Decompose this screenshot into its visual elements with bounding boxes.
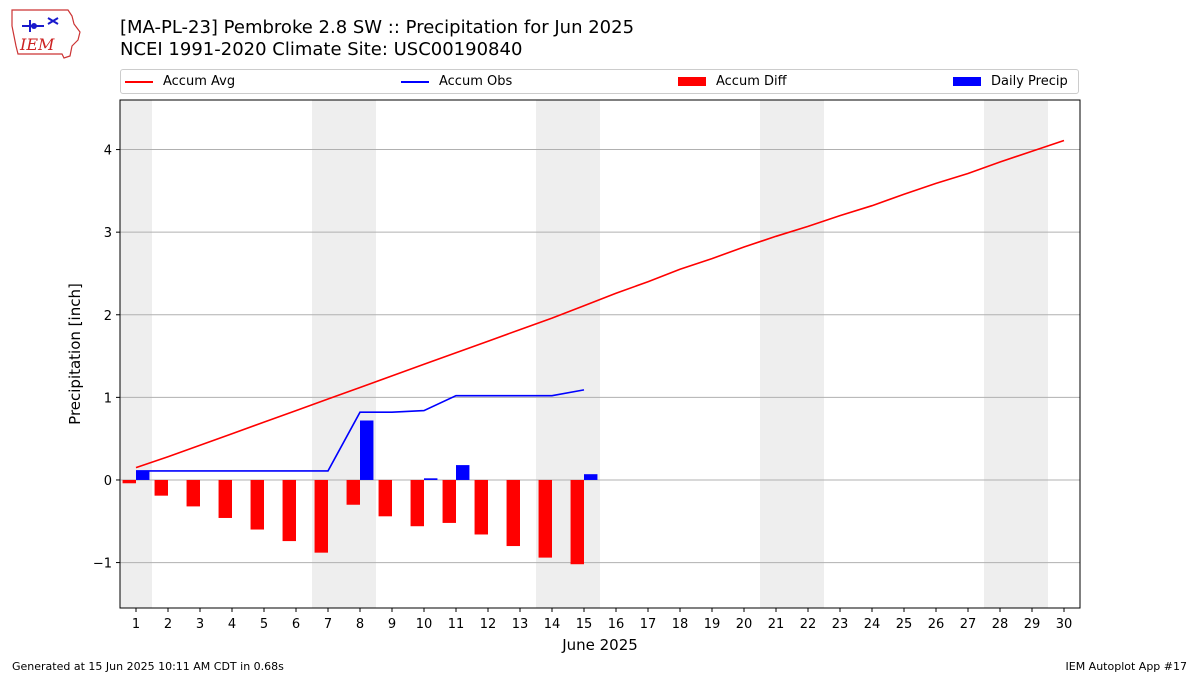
weekend-band [760, 100, 792, 608]
x-tick-label: 28 [992, 617, 1009, 632]
x-tick-label: 29 [1024, 617, 1041, 632]
accum-diff-bar [410, 479, 424, 527]
x-tick-label: 22 [800, 617, 817, 632]
accum-obs-line [136, 389, 585, 472]
x-tick-label: 19 [704, 617, 721, 632]
legend: Accum Avg Accum Obs Accum Diff Daily Pre… [120, 69, 1079, 94]
accum-diff-bar [474, 479, 488, 535]
logo-text: IEM [19, 35, 55, 54]
accum-diff-bar [122, 479, 136, 484]
legend-item-accum-diff: Accum Diff [678, 74, 787, 89]
accum-diff-bar [186, 479, 200, 507]
legend-item-accum-obs: Accum Obs [401, 74, 512, 89]
x-tick-label: 30 [1056, 617, 1073, 632]
x-tick-label: 25 [896, 617, 913, 632]
accum-diff-bar [538, 479, 552, 558]
y-tick-label: 2 [104, 309, 112, 324]
x-tick-label: 8 [356, 617, 364, 632]
accum-diff-bar [218, 479, 232, 518]
x-tick-label: 14 [544, 617, 561, 632]
accum-diff-bar [442, 479, 456, 523]
accum-diff-bar [346, 479, 360, 505]
y-tick-label: 3 [104, 226, 112, 241]
legend-swatch [401, 80, 429, 83]
y-tick-label: −1 [93, 557, 112, 572]
x-axis-label: June 2025 [561, 636, 638, 654]
legend-label: Accum Diff [716, 74, 787, 89]
app-footer: IEM Autoplot App #17 [1065, 660, 1188, 673]
iem-logo: IEM [11, 9, 81, 59]
legend-label: Daily Precip [991, 74, 1068, 89]
accum-diff-bar [282, 479, 296, 542]
legend-swatch [953, 77, 981, 86]
daily-precip-bar [136, 470, 150, 480]
accum-diff-bar [250, 479, 264, 530]
plot-frame [119, 99, 1081, 609]
x-tick-label: 10 [416, 617, 433, 632]
weekend-band [312, 100, 344, 608]
legend-swatch [678, 77, 706, 86]
weekend-band [984, 100, 1016, 608]
y-tick-label: 1 [104, 391, 112, 406]
x-tick-label: 6 [292, 617, 300, 632]
daily-precip-bar [584, 474, 598, 480]
accum-diff-bar [154, 479, 168, 496]
x-tick-label: 18 [672, 617, 689, 632]
x-tick-label: 24 [864, 617, 881, 632]
y-tick-label: 4 [104, 144, 112, 159]
accum-diff-bar [314, 479, 328, 553]
x-tick-label: 4 [228, 617, 236, 632]
x-tick-label: 12 [480, 617, 497, 632]
x-tick-label: 2 [164, 617, 172, 632]
chart-subtitle: NCEI 1991-2020 Climate Site: USC00190840 [120, 39, 523, 60]
weekend-band [568, 100, 600, 608]
x-tick-label: 5 [260, 617, 268, 632]
x-tick-label: 16 [608, 617, 625, 632]
legend-swatch [125, 80, 153, 83]
weekend-band [120, 100, 152, 608]
legend-item-daily-precip: Daily Precip [953, 74, 1068, 89]
x-tick-label: 11 [448, 617, 465, 632]
x-tick-label: 3 [196, 617, 204, 632]
x-tick-label: 17 [640, 617, 657, 632]
accum-avg-line [135, 139, 1065, 469]
x-tick-label: 1 [132, 617, 140, 632]
y-axis-label: Precipitation [inch] [66, 283, 84, 425]
x-tick-label: 23 [832, 617, 849, 632]
daily-precip-bar [360, 420, 374, 480]
weekend-band [536, 100, 568, 608]
x-tick-label: 21 [768, 617, 785, 632]
weekend-band [344, 100, 376, 608]
generated-footer: Generated at 15 Jun 2025 10:11 AM CDT in… [12, 660, 284, 673]
x-tick-label: 13 [512, 617, 529, 632]
chart-title: [MA-PL-23] Pembroke 2.8 SW :: Precipitat… [120, 17, 635, 38]
x-tick-label: 15 [576, 617, 593, 632]
accum-diff-bar [570, 479, 584, 565]
x-tick-label: 27 [960, 617, 977, 632]
legend-item-accum-avg: Accum Avg [125, 74, 235, 89]
legend-label: Accum Avg [163, 74, 236, 89]
daily-precip-bar [456, 465, 470, 480]
y-tick-label: 0 [104, 474, 112, 489]
x-tick-label: 26 [928, 617, 945, 632]
x-tick-label: 9 [388, 617, 396, 632]
weekend-band [792, 100, 824, 608]
x-tick-label: 7 [324, 617, 332, 632]
weekend-band [1016, 100, 1048, 608]
accum-diff-bar [378, 479, 392, 517]
daily-precip-bar [424, 478, 438, 480]
legend-label: Accum Obs [439, 74, 513, 89]
accum-diff-bar [506, 479, 520, 547]
x-tick-label: 20 [736, 617, 753, 632]
